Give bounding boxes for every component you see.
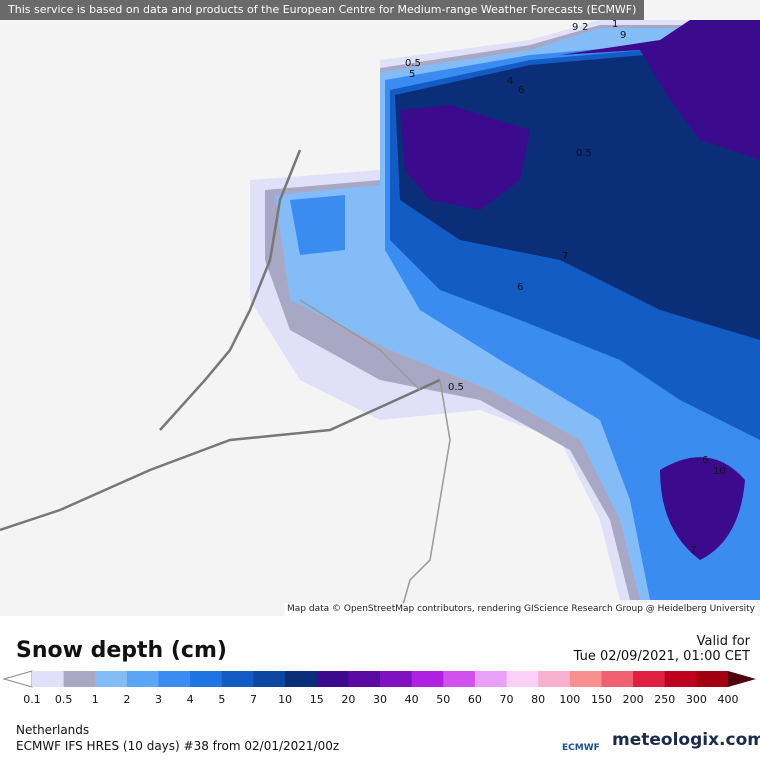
colorbar-bin (538, 671, 571, 687)
contour-label: 4 (507, 76, 513, 87)
colorbar-label: 200 (623, 693, 644, 706)
contour-label: 7 (562, 251, 568, 262)
contour-label: 5 (409, 69, 415, 80)
valid-label: Valid for (696, 634, 750, 649)
contour-label: 6 (517, 282, 523, 293)
colorbar-bin (126, 671, 160, 687)
contour-label: 0.5 (448, 382, 464, 393)
contour-label: 10 (713, 466, 726, 477)
colorbar-bin (380, 671, 413, 687)
contour-label: 2 (582, 22, 588, 33)
snow-area (400, 105, 530, 210)
border (299, 299, 451, 616)
contour-label: 9 (572, 22, 578, 33)
colorbar-label: 10 (278, 693, 292, 706)
colorbar-label: 2 (123, 693, 130, 706)
colorbar-label: 400 (718, 693, 739, 706)
colorbar-bin (190, 671, 223, 687)
colorbar-label: 1 (92, 693, 99, 706)
colorbar-label: 150 (591, 693, 612, 706)
colorbar-bin (443, 671, 476, 687)
snow-area (660, 457, 745, 560)
colorbar-label: 70 (500, 693, 514, 706)
colorbar-bin (601, 671, 634, 687)
legend-title: Snow depth (cm) (16, 638, 227, 663)
contour-label: 6 (518, 85, 524, 96)
colorbar-low (2, 670, 33, 688)
colorbar-bin (474, 671, 508, 687)
colorbar-bin (569, 671, 602, 687)
colorbar-bin (664, 671, 697, 687)
colorbar-label: 0.1 (23, 693, 41, 706)
colorbar-label: 5 (218, 693, 225, 706)
contour-label: 9 (620, 30, 626, 41)
colorbar-bin (221, 671, 254, 687)
colorbar-label: 40 (405, 693, 419, 706)
colorbar-bin (696, 671, 729, 687)
attribution: Map data © OpenStreetMap contributors, r… (284, 603, 758, 616)
snow-area (560, 20, 760, 160)
colorbar-label: 30 (373, 693, 387, 706)
contour-label: 6 (702, 455, 708, 466)
coastline (0, 149, 441, 532)
colorbar-bin (285, 671, 318, 687)
contour-label: 0.5 (405, 58, 421, 69)
colorbar-label: 250 (654, 693, 675, 706)
valid-time: Tue 02/09/2021, 01:00 CET (573, 649, 750, 664)
colorbar-label: 15 (310, 693, 324, 706)
colorbar-label: 7 (250, 693, 257, 706)
colorbar-label: 300 (686, 693, 707, 706)
snow-area (290, 195, 345, 255)
colorbar-bin (95, 671, 128, 687)
model-run: ECMWF IFS HRES (10 days) #38 from 02/01/… (16, 739, 340, 753)
colorbar-label: 4 (187, 693, 194, 706)
contour-label: 7 (690, 545, 696, 556)
colorbar-label: 20 (341, 693, 355, 706)
colorbar-high (728, 671, 756, 687)
colorbar-bin (32, 671, 65, 687)
notice: This service is based on data and produc… (0, 0, 645, 20)
colorbar-bin (633, 671, 666, 687)
colorbar-bin (316, 671, 349, 687)
colorbar-bin (411, 671, 444, 687)
colorbar-bin (253, 671, 286, 687)
ecmwf-logo: ECMWF (562, 743, 600, 753)
colorbar-label: 0.5 (55, 693, 73, 706)
contour-label: 0.5 (576, 148, 592, 159)
colorbar-bin (506, 671, 539, 687)
colorbar-label: 3 (155, 693, 162, 706)
colorbar-label: 60 (468, 693, 482, 706)
colorbar-bin (348, 671, 381, 687)
colorbar-bin (158, 671, 191, 687)
colorbar-label: 80 (531, 693, 545, 706)
colorbar-label: 50 (436, 693, 450, 706)
colorbar-label: 100 (559, 693, 580, 706)
contour-label: 1 (612, 19, 618, 30)
colorbar: 0.1 0.5 1 2 3 4 5 7 10 15 20 30 40 50 60 70 80 100 150 200 2… (2, 670, 756, 706)
region: Netherlands (16, 723, 90, 737)
brand-logo: meteologix.com (612, 730, 760, 750)
colorbar-bin (63, 671, 96, 687)
